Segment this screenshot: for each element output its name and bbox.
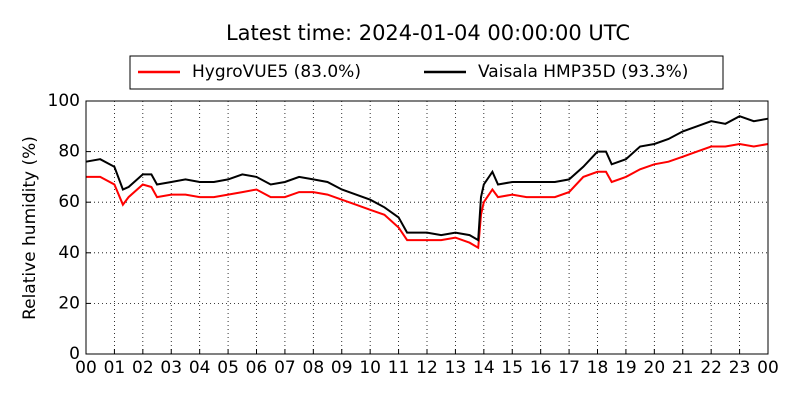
x-tick-label: 09 — [331, 358, 353, 378]
x-tick-label: 04 — [189, 358, 211, 378]
x-tick-label: 08 — [303, 358, 325, 378]
x-tick-label: 11 — [388, 358, 410, 378]
y-axis-label: Relative humidity (%) — [20, 136, 40, 320]
y-tick-label: 40 — [58, 243, 80, 263]
x-tick-label: 20 — [644, 358, 666, 378]
plot-frame — [85, 100, 769, 355]
x-tick-label: 18 — [587, 358, 609, 378]
x-tick-label: 00 — [75, 358, 97, 378]
y-tick-label: 60 — [58, 192, 80, 212]
x-tick-label: 00 — [757, 358, 779, 378]
x-tick-label: 19 — [615, 358, 637, 378]
x-tick-label: 06 — [246, 358, 268, 378]
series-line — [85, 115, 769, 242]
y-tick-label: 0 — [69, 344, 80, 364]
y-tick-label: 100 — [48, 91, 80, 111]
y-tick-label: 20 — [58, 293, 80, 313]
legend-label: HygroVUE5 (83.0%) — [192, 62, 361, 82]
x-tick-label: 07 — [274, 358, 296, 378]
x-tick-label: 12 — [416, 358, 438, 378]
x-tick-label: 15 — [501, 358, 523, 378]
x-tick-label: 17 — [558, 358, 580, 378]
x-tick-label: 22 — [700, 358, 722, 378]
x-tick-label: 13 — [445, 358, 467, 378]
x-tick-label: 14 — [473, 358, 495, 378]
x-tick-label: 10 — [359, 358, 381, 378]
legend-label: Vaisala HMP35D (93.3%) — [478, 62, 688, 82]
x-tick-label: 16 — [530, 358, 552, 378]
x-tick-label: 21 — [672, 358, 694, 378]
y-tick-label: 80 — [58, 142, 80, 162]
x-tick-label: 01 — [104, 358, 126, 378]
x-tick-label: 02 — [132, 358, 154, 378]
chart-title: Latest time: 2024-01-04 00:00:00 UTC — [226, 21, 630, 45]
x-tick-label: 03 — [160, 358, 182, 378]
series-line — [86, 142, 769, 250]
x-tick-label: 23 — [729, 358, 751, 378]
x-tick-label: 05 — [217, 358, 239, 378]
